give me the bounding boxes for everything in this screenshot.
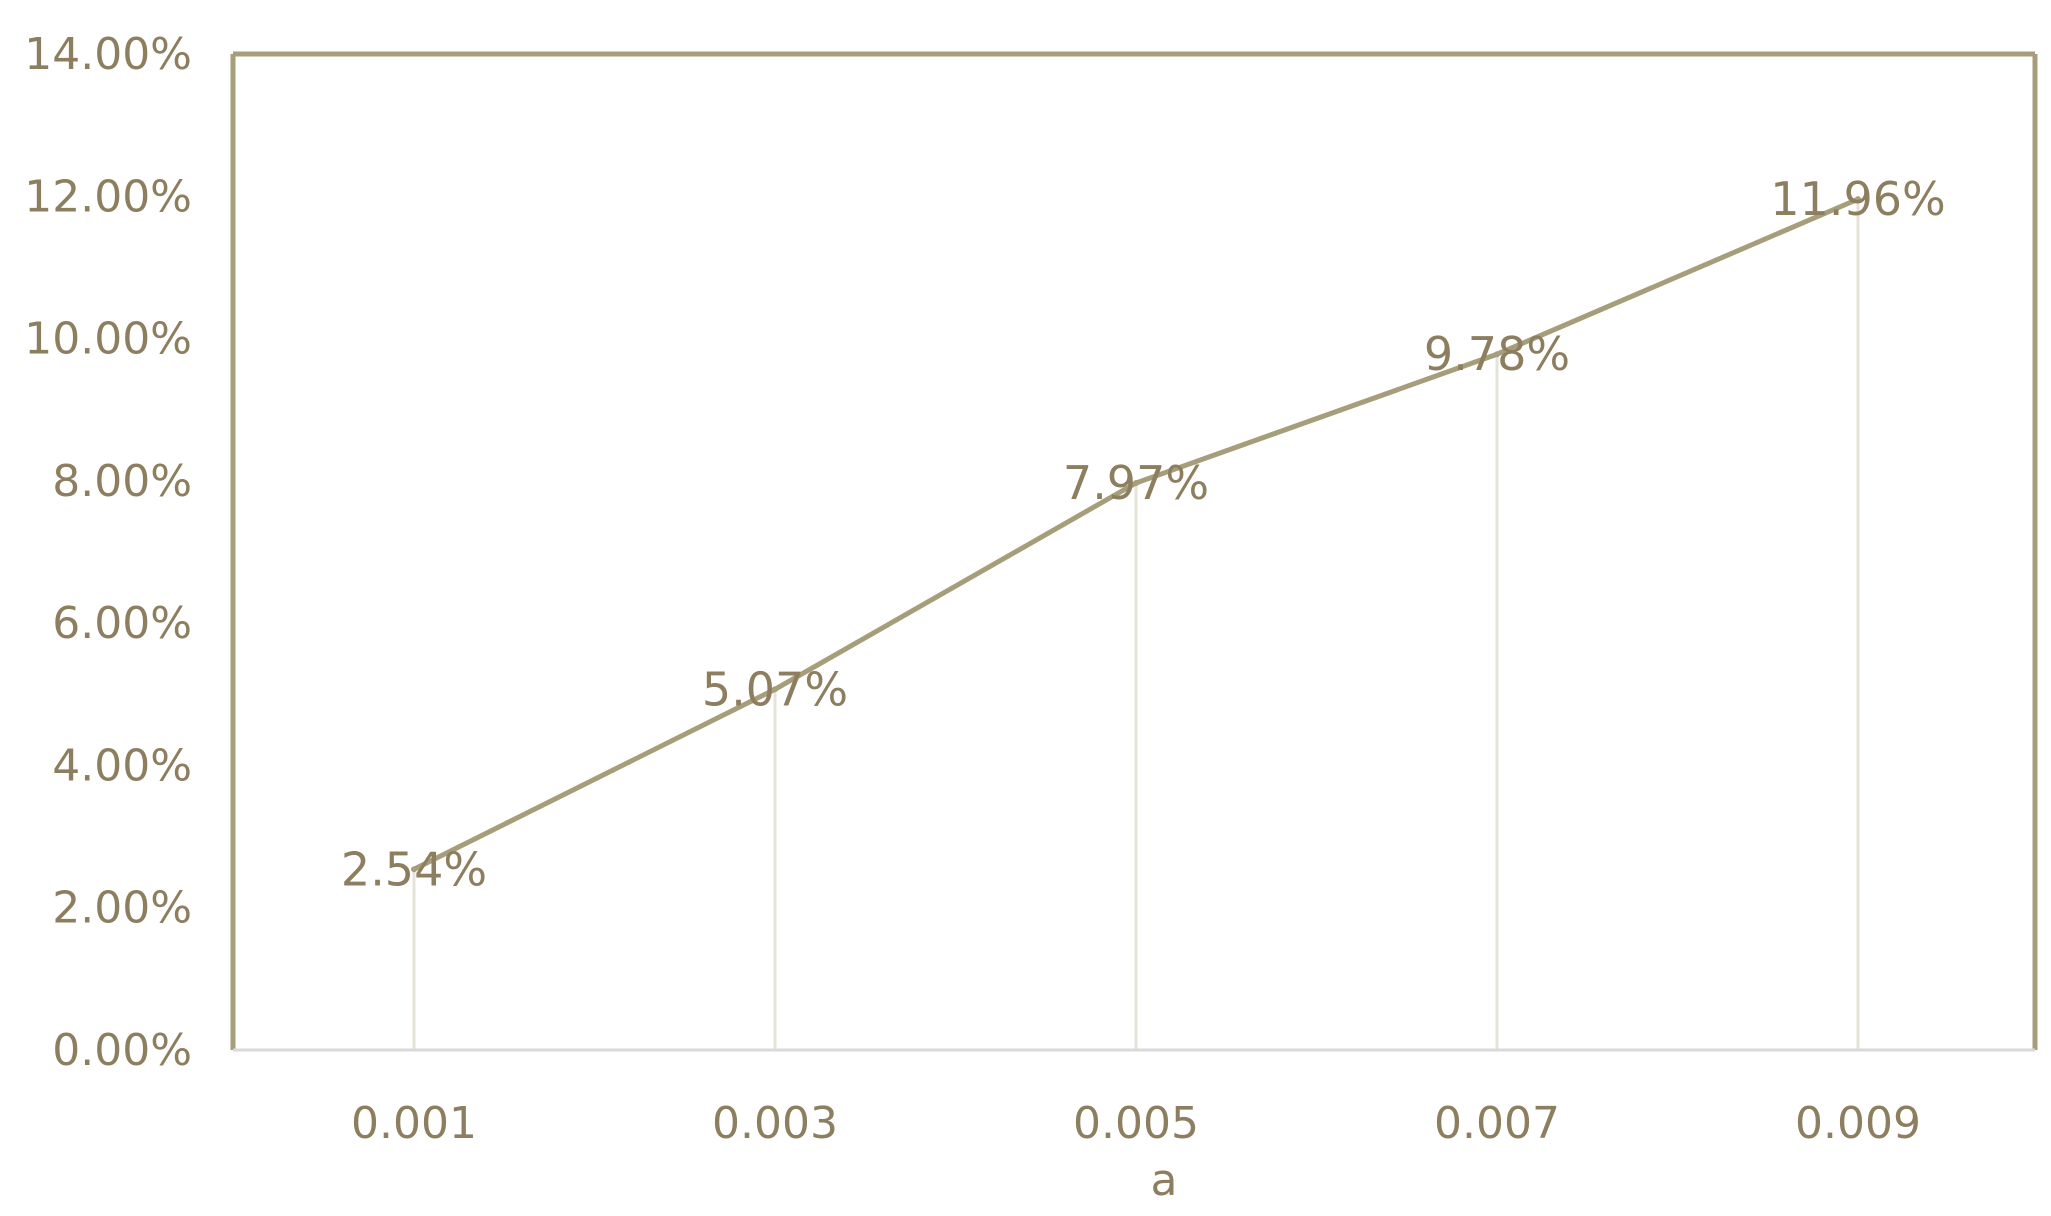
y-tick-label-5: 10.00% [24, 314, 192, 365]
data-label-2: 7.97% [1063, 456, 1209, 510]
data-point-1 [772, 686, 778, 693]
drop-lines [412, 199, 1860, 1050]
x-axis: 0.001 0.003 0.005 0.007 0.009 [351, 1098, 1921, 1149]
x-tick-label-3: 0.007 [1434, 1098, 1560, 1149]
data-point-4 [1855, 196, 1861, 203]
data-label-0: 2.54% [341, 842, 487, 896]
plot-frame [230, 51, 2038, 1052]
x-tick-label-4: 0.009 [1795, 1098, 1921, 1149]
x-tick-label-0: 0.001 [351, 1098, 477, 1149]
data-point-2 [1133, 479, 1139, 486]
y-tick-label-6: 12.00% [24, 171, 192, 222]
series-group [411, 196, 1861, 873]
data-label-3: 9.78% [1424, 327, 1570, 381]
x-axis-title: a [1151, 1155, 1178, 1206]
y-axis: 0.00% 2.00% 4.00% 6.00% 8.00% 10.00% 12.00% 14.… [24, 29, 192, 1076]
x-tick-label-2: 0.005 [1073, 1098, 1199, 1149]
y-tick-label-2: 4.00% [52, 740, 192, 791]
y-tick-label-4: 8.00% [52, 456, 192, 507]
data-point-3 [1494, 351, 1500, 358]
y-tick-label-3: 6.00% [52, 598, 192, 649]
y-tick-label-1: 2.00% [52, 883, 192, 934]
data-label-1: 5.07% [702, 662, 848, 716]
y-tick-label-7: 14.00% [24, 29, 192, 80]
data-label-4: 11.96% [1770, 172, 1945, 226]
x-tick-label-1: 0.003 [712, 1098, 838, 1149]
data-point-0 [411, 866, 417, 873]
data-labels: 2.54% 5.07% 7.97% 9.78% 11.96% [341, 172, 1946, 896]
y-tick-label-0: 0.00% [52, 1025, 192, 1076]
